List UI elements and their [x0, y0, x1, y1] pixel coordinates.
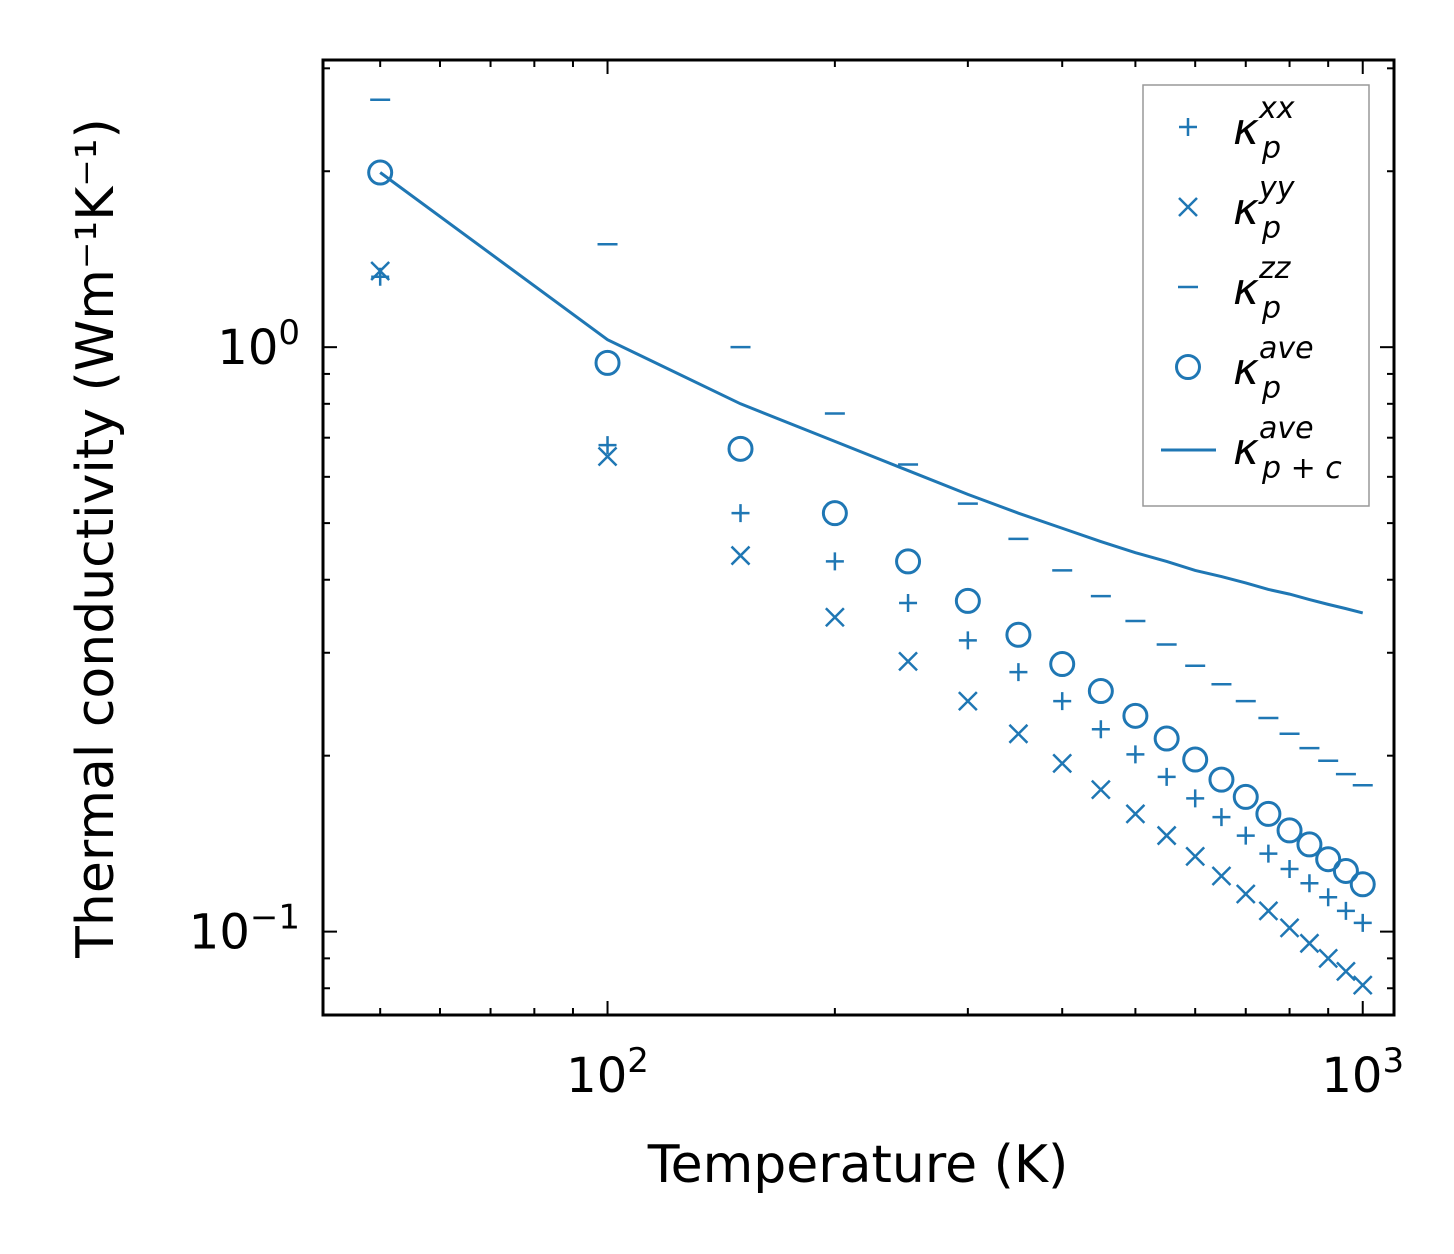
data-point — [898, 651, 918, 672]
data-point — [1122, 702, 1149, 729]
series-ave-circle — [367, 159, 1376, 898]
data-point — [1153, 725, 1180, 752]
data-point — [1212, 808, 1231, 827]
data-point — [1300, 874, 1319, 893]
data-point — [958, 631, 977, 650]
legend-box — [1142, 84, 1370, 507]
data-point — [1157, 767, 1176, 786]
data-point — [594, 349, 621, 376]
data-point — [730, 545, 751, 566]
data-point — [1185, 846, 1206, 867]
data-point — [1349, 871, 1376, 898]
data-point — [1258, 901, 1279, 921]
data-point — [1091, 720, 1110, 739]
data-point — [1232, 783, 1259, 810]
data-point — [1053, 692, 1072, 711]
legend-item: κave p — [1175, 331, 1314, 406]
y-axis-label: Thermal conductivity (Wm⁻¹K⁻¹) — [66, 118, 126, 959]
data-point — [1279, 917, 1300, 938]
x-axis-label: Temperature (K) — [647, 1135, 1069, 1195]
data-point — [1280, 859, 1299, 878]
data-point — [1332, 857, 1359, 884]
legend-item: κzz p — [1178, 251, 1292, 326]
legend-marker-icon — [1179, 118, 1197, 136]
series-zz-hline — [370, 98, 1373, 787]
data-point — [1336, 961, 1356, 982]
data-point — [1008, 723, 1029, 744]
data-point — [954, 587, 981, 614]
data-point — [1299, 933, 1320, 954]
legend-label: κzz p — [1233, 251, 1292, 326]
data-point — [1009, 663, 1028, 682]
data-point — [731, 504, 750, 523]
data-point — [821, 500, 848, 527]
series-line — [379, 171, 1364, 615]
data-point — [1005, 621, 1032, 648]
data-point — [1156, 825, 1177, 846]
data-point — [1182, 746, 1209, 773]
data-point — [1087, 678, 1114, 705]
data-point — [1211, 866, 1232, 886]
major-ticks — [323, 60, 1394, 1015]
legend-item: κyy p — [1178, 171, 1296, 246]
series-ave-line — [379, 171, 1364, 615]
data-point — [598, 436, 617, 455]
data-point — [1352, 975, 1373, 995]
legend-marker-icon — [1175, 354, 1201, 380]
data-point — [1125, 804, 1146, 824]
data-point — [1052, 753, 1073, 774]
data-point — [957, 691, 978, 711]
y-tick-label: 100 — [217, 313, 300, 376]
legend-label: κxx p — [1233, 91, 1295, 166]
x-tick-label: 103 — [1321, 1041, 1404, 1104]
series-xx-plus — [371, 267, 1372, 932]
x-tick-label: 102 — [566, 1041, 649, 1104]
data-point — [1296, 831, 1323, 858]
series-yy-x — [370, 261, 1373, 995]
data-point — [1259, 844, 1278, 863]
data-point — [1276, 817, 1303, 844]
plot-frame — [321, 58, 1396, 1017]
data-point — [1126, 745, 1145, 764]
data-point — [1208, 766, 1235, 793]
data-point — [895, 548, 922, 575]
y-tick-label: 10−1 — [189, 898, 300, 961]
data-point — [367, 159, 394, 186]
data-point — [1336, 901, 1355, 920]
data-point — [1315, 846, 1342, 873]
legend-label: κyy p — [1233, 171, 1296, 246]
data-point — [1319, 888, 1338, 907]
data-point — [824, 607, 845, 628]
legend-label: κave p + c — [1233, 411, 1342, 486]
data-point — [1318, 948, 1339, 969]
data-point — [1235, 884, 1256, 904]
data-point — [370, 261, 391, 281]
x-tick-labels: 102 103 — [566, 1041, 1404, 1104]
series-layer — [367, 98, 1376, 995]
legend-marker-icon — [1178, 197, 1198, 217]
data-point — [1236, 826, 1255, 845]
legend-item: κave p + c — [1161, 411, 1342, 486]
data-point — [899, 593, 918, 612]
y-tick-labels: 10−1 100 — [189, 313, 300, 960]
legend-label: κave p — [1233, 331, 1314, 406]
data-point — [1049, 651, 1076, 678]
data-point — [1255, 800, 1282, 827]
data-point — [727, 435, 754, 462]
legend-item: κxx p — [1179, 91, 1295, 166]
data-point — [825, 552, 844, 571]
data-point — [1186, 789, 1205, 808]
data-point — [1353, 913, 1372, 932]
data-point — [597, 446, 618, 467]
data-point — [1090, 779, 1111, 800]
